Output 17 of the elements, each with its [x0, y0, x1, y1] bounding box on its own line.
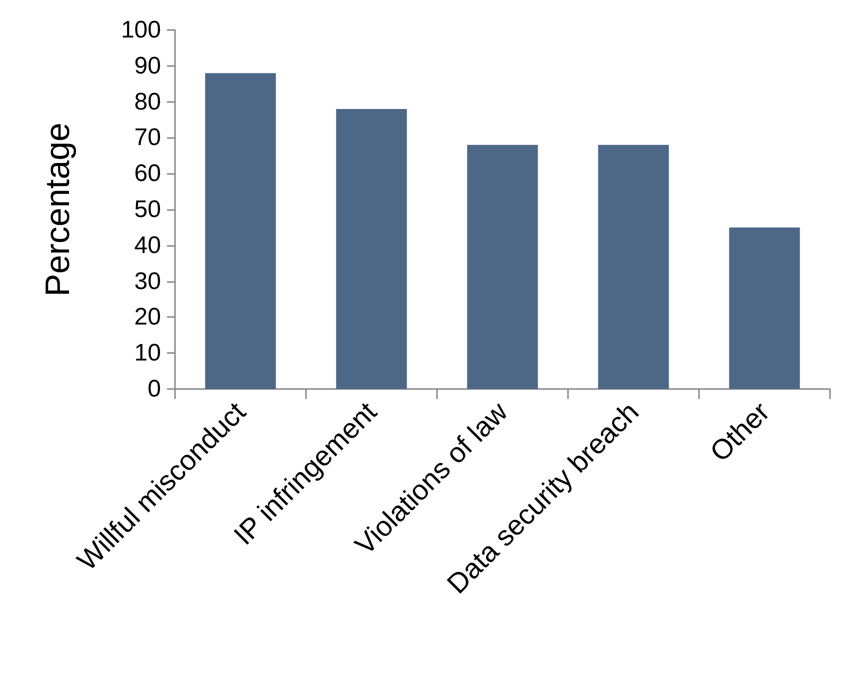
y-tick-label: 80 — [134, 88, 161, 116]
y-tick-label: 70 — [134, 124, 161, 152]
y-tick-label: 40 — [134, 232, 161, 259]
y-tick-label: 10 — [134, 340, 161, 367]
bar — [336, 108, 407, 389]
bar — [729, 227, 800, 389]
bar — [205, 73, 276, 389]
y-tick-label: 0 — [148, 376, 161, 402]
y-tick-label: 60 — [134, 160, 161, 188]
y-tick-label: 20 — [134, 304, 161, 331]
y-tick-label: 30 — [134, 268, 161, 295]
y-axis-title: Percentage — [39, 122, 77, 296]
y-tick-label: 50 — [134, 196, 161, 223]
y-tick-label: 100 — [120, 16, 161, 44]
bar — [598, 144, 669, 389]
y-tick-label: 90 — [134, 52, 161, 80]
bar — [467, 144, 538, 389]
